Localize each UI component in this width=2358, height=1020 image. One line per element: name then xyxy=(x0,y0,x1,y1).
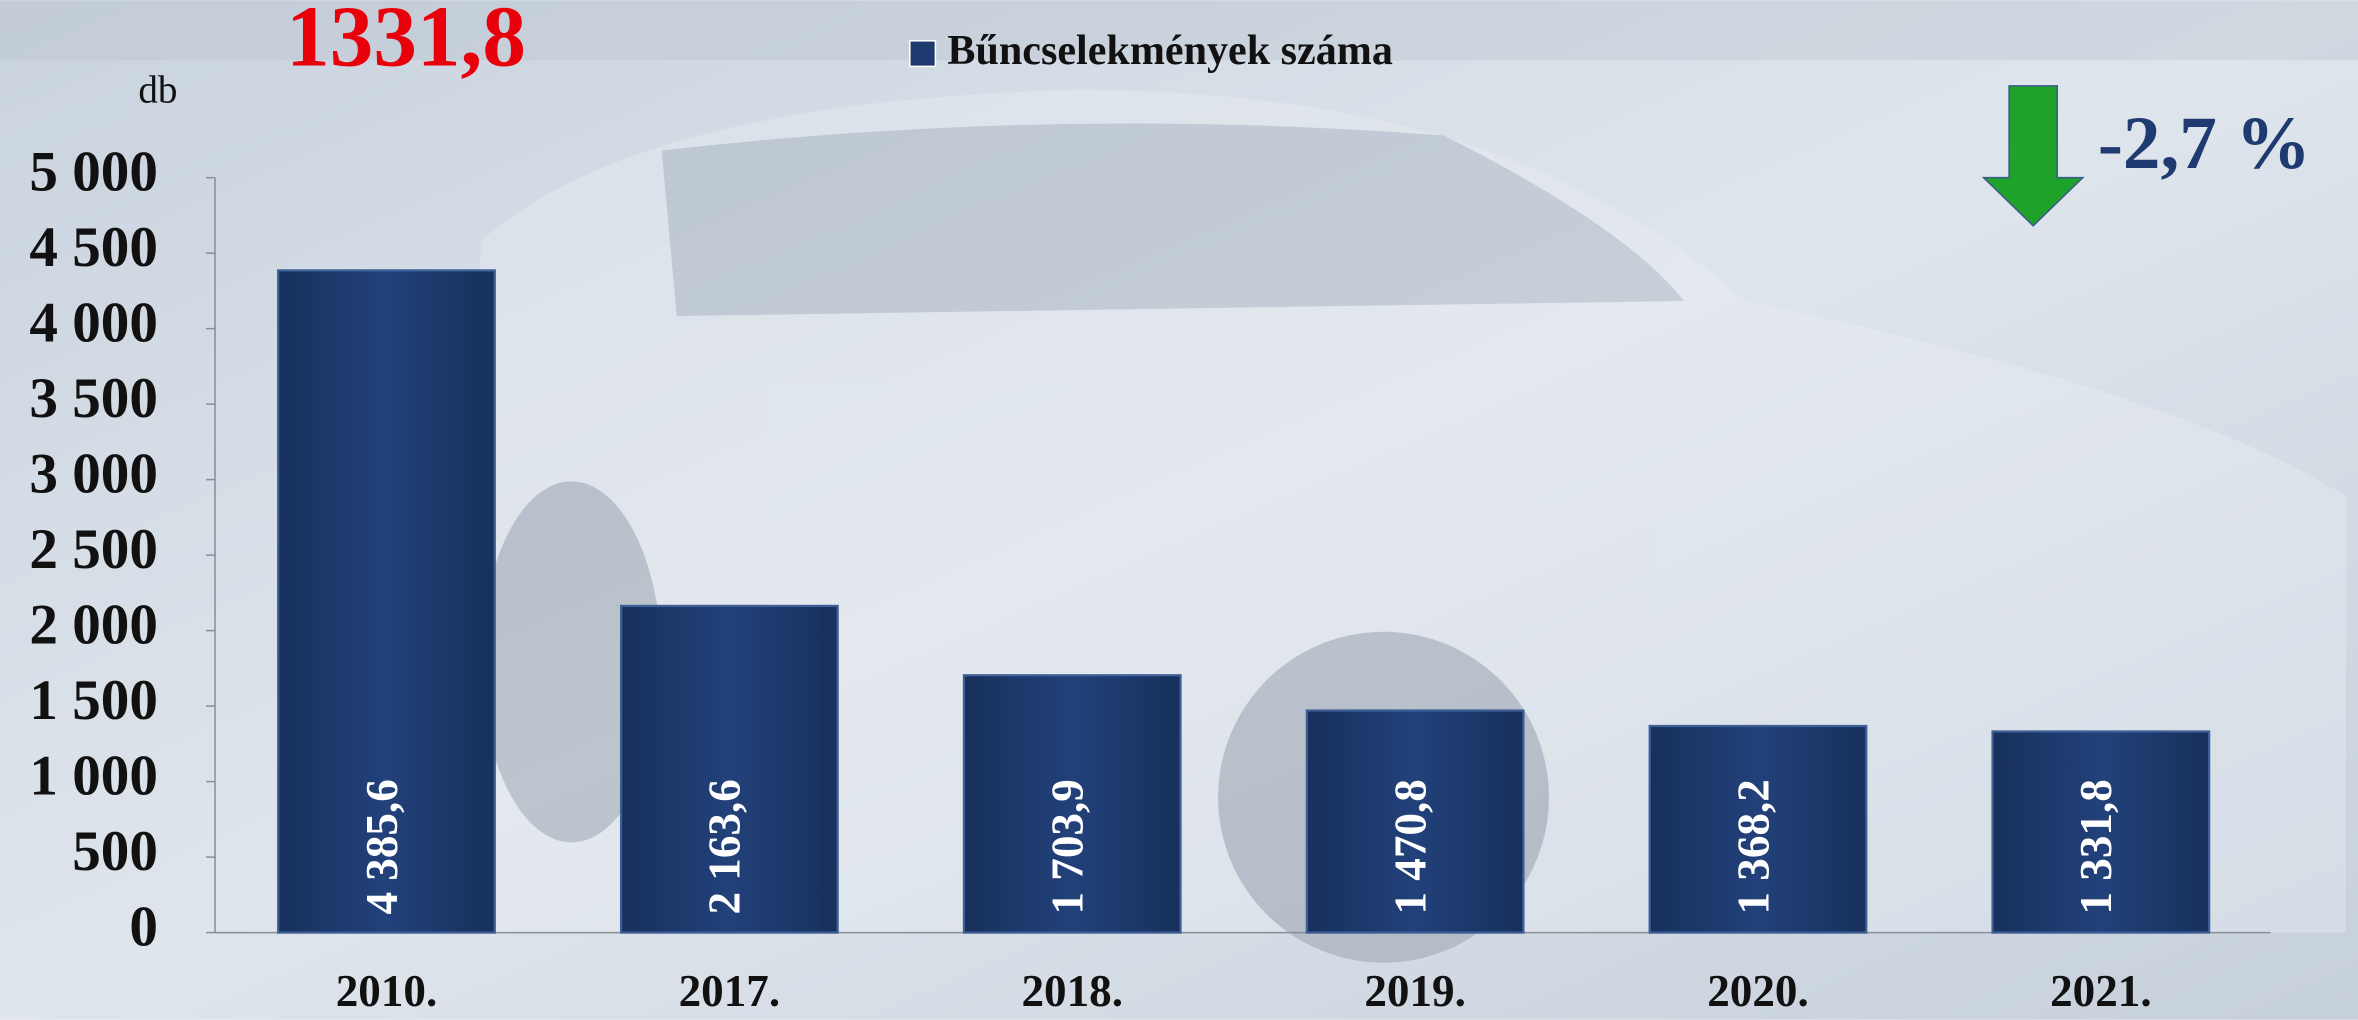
bar-value-label: 4 385,6 xyxy=(357,779,407,914)
bar xyxy=(1991,730,2211,934)
bar-value-label: 1 703,9 xyxy=(1043,779,1093,914)
change-label: -2,7 % xyxy=(2098,102,2311,185)
x-tick-label: 2020. xyxy=(1707,966,1809,1016)
bar-value-label: 1 331,8 xyxy=(2071,779,2121,914)
x-tick-label: 2010. xyxy=(336,966,438,1016)
y-axis-label: db xyxy=(138,68,177,111)
x-tick-label: 2021. xyxy=(2050,966,2152,1016)
y-tick-label: 1 500 xyxy=(29,669,158,732)
bar xyxy=(619,604,839,934)
bar xyxy=(962,674,1182,934)
x-tick-label: 2019. xyxy=(1364,966,1466,1016)
legend-label: Bűncselekmények száma xyxy=(947,27,1392,74)
bar xyxy=(277,269,496,934)
x-tick-label: 2017. xyxy=(679,966,781,1016)
y-tick-label: 4 500 xyxy=(29,216,158,279)
bar-value-label: 1 470,8 xyxy=(1385,779,1435,914)
legend-swatch xyxy=(909,40,937,68)
background-car xyxy=(0,0,2358,963)
y-tick-label: 4 000 xyxy=(29,292,158,355)
x-tick-label: 2018. xyxy=(1021,966,1123,1016)
y-tick-label: 500 xyxy=(72,820,158,883)
y-tick-label: 5 000 xyxy=(29,141,158,204)
bar-value-label: 1 368,2 xyxy=(1728,779,1778,914)
y-tick-label: 3 000 xyxy=(29,443,158,506)
y-tick-label: 2 000 xyxy=(29,594,158,657)
bar-value-label: 2 163,6 xyxy=(700,779,750,914)
y-tick-label: 3 500 xyxy=(29,367,158,430)
bar xyxy=(1305,709,1525,934)
y-tick-label: 1 000 xyxy=(29,745,158,808)
highlight-value: 1331,8 xyxy=(286,0,526,84)
down-arrow xyxy=(1981,85,2085,227)
y-tick-label: 0 xyxy=(129,896,158,959)
y-tick-label: 2 500 xyxy=(29,518,158,581)
bar xyxy=(1648,724,1868,934)
